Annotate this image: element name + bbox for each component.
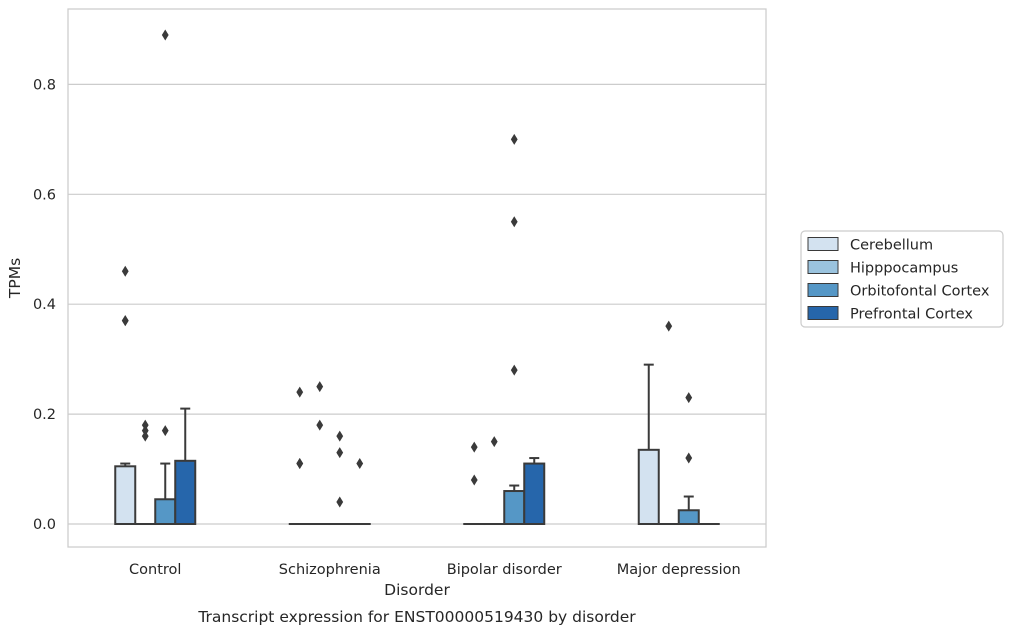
- outlier-point: [685, 392, 693, 404]
- outlier-point: [161, 29, 169, 41]
- box-prefrontal-cortex: [348, 458, 371, 526]
- box-cerebellum: [637, 363, 660, 526]
- box-body: [114, 465, 137, 525]
- legend-label: Cerebellum: [850, 238, 933, 254]
- plot-area: [68, 9, 766, 547]
- legend-frame: [800, 230, 1004, 328]
- outlier-point: [510, 216, 518, 228]
- outlier-point: [121, 315, 129, 327]
- x-tick-label: Control: [129, 562, 181, 578]
- outlier-point: [356, 458, 364, 470]
- box-orbitofontal-cortex: [503, 133, 526, 525]
- outlier-point: [665, 320, 673, 332]
- outlier-point: [121, 265, 129, 277]
- y-axis-label: TPMs: [6, 258, 24, 299]
- outlier-point: [316, 419, 324, 431]
- box-groups: [114, 29, 720, 526]
- outlier-point: [141, 430, 149, 442]
- box-prefrontal-cortex: [523, 457, 546, 525]
- legend-label: Hipppocampus: [850, 261, 958, 277]
- outlier-point: [296, 386, 304, 398]
- y-tick-label: 0.8: [33, 77, 56, 93]
- y-tick-label: 0.2: [33, 407, 56, 423]
- box-body: [503, 490, 526, 525]
- legend-swatch: [807, 260, 839, 274]
- box-body: [637, 448, 660, 526]
- box-cerebellum: [114, 265, 137, 525]
- x-tick-label: Major depression: [617, 562, 741, 578]
- box-hipppocampus: [134, 419, 157, 526]
- outlier-point: [510, 133, 518, 145]
- legend-swatch: [807, 283, 839, 297]
- legend-label: Prefrontal Cortex: [850, 307, 973, 323]
- box-prefrontal-cortex: [174, 407, 197, 525]
- y-tick-label: 0.0: [33, 517, 56, 533]
- box-body: [677, 509, 700, 526]
- box-orbitofontal-cortex: [677, 392, 700, 526]
- legend-swatch: [807, 306, 839, 320]
- legend: Cerebellum Hipppocampus Orbitofontal Corte…: [800, 230, 1004, 328]
- legend-label: Orbitofontal Cortex: [850, 284, 990, 300]
- outlier-point: [490, 436, 498, 448]
- outlier-point: [685, 452, 693, 464]
- outlier-point: [336, 430, 344, 442]
- outlier-point: [470, 441, 478, 453]
- y-tick-label: 0.4: [33, 297, 56, 313]
- outlier-point: [336, 496, 344, 508]
- legend-swatch: [807, 237, 839, 251]
- y-tick-labels: 0.0 0.2 0.4 0.6 0.8: [33, 77, 56, 533]
- outlier-point: [470, 474, 478, 486]
- outlier-point: [316, 381, 324, 393]
- plot-frame: [67, 8, 767, 548]
- figure-caption: Transcript expression for ENST0000051943…: [197, 608, 636, 626]
- x-tick-label: Bipolar disorder: [447, 562, 562, 578]
- y-tick-label: 0.6: [33, 187, 56, 203]
- x-tick-labels: Control Schizophrenia Bipolar disorder Majo…: [129, 562, 741, 578]
- x-axis-label: Disorder: [384, 581, 450, 599]
- box-body: [174, 459, 197, 525]
- outlier-point: [161, 425, 169, 437]
- x-tick-label: Schizophrenia: [279, 562, 381, 578]
- outlier-point: [336, 447, 344, 459]
- box-body: [523, 462, 546, 525]
- box-body: [154, 498, 177, 525]
- outlier-point: [510, 364, 518, 376]
- outlier-point: [296, 458, 304, 470]
